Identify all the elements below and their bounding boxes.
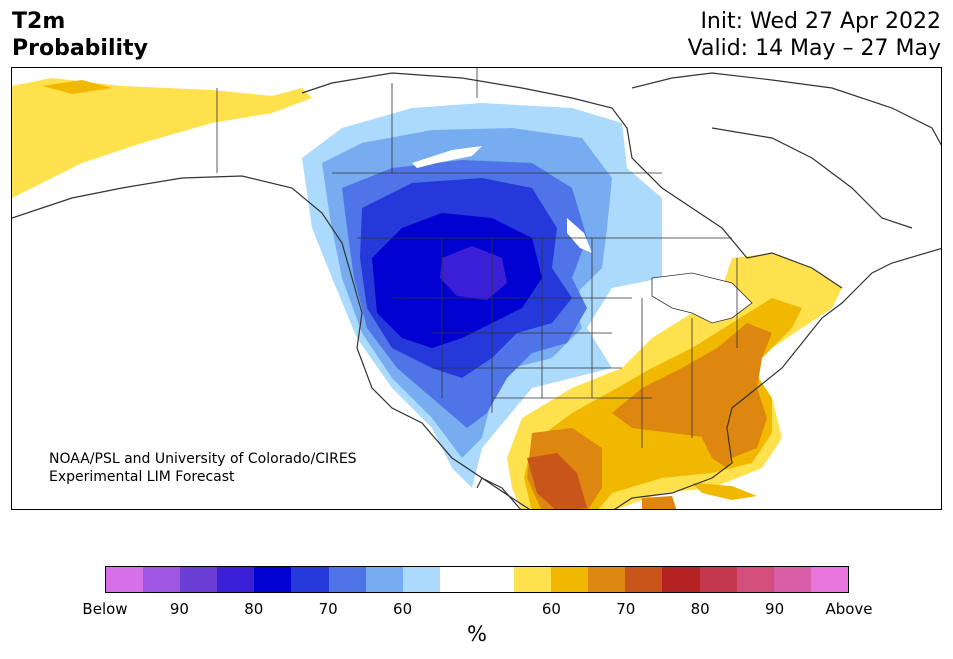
colorbar-tick-label: Above — [825, 600, 873, 618]
colorbar-tick-label: 70 — [318, 600, 338, 618]
title-line-1: T2m — [12, 9, 66, 34]
probability-colorbar — [105, 566, 849, 593]
colorbar-swatch — [254, 567, 292, 592]
cold-90 — [440, 246, 507, 300]
probability-map — [12, 68, 941, 509]
colorbar-tick-label: Below — [82, 600, 128, 618]
hudson-lake — [412, 146, 482, 168]
colorbar-tick-label: 90 — [765, 600, 785, 618]
colorbar-swatch — [476, 567, 515, 592]
colorbar-tick-label: 70 — [616, 600, 636, 618]
forecast-dates: Init: Wed 27 Apr 2022 Valid: 14 May – 27… — [688, 8, 941, 62]
colorbar-tick-label: 60 — [393, 600, 413, 618]
great-lakes — [651, 272, 753, 324]
credit-line-2: Experimental LIM Forecast — [49, 469, 235, 485]
colorbar-swatch — [180, 567, 218, 592]
colorbar-swatch — [143, 567, 181, 592]
init-date: Init: Wed 27 Apr 2022 — [700, 9, 941, 34]
colorbar-swatch — [439, 567, 477, 592]
colorbar-swatch — [106, 567, 144, 592]
alaska-warm-core — [42, 80, 112, 94]
colorbar-swatch — [514, 567, 552, 592]
colorbar-swatch — [365, 567, 403, 592]
map-title: T2m Probability — [12, 8, 148, 62]
coastlines — [12, 72, 941, 509]
colorbar-swatch — [773, 567, 811, 592]
colorbar-swatch — [402, 567, 440, 592]
map-panel — [11, 67, 942, 510]
valid-range: Valid: 14 May – 27 May — [687, 36, 941, 61]
florida-warm — [702, 418, 737, 468]
cuba-warm — [692, 483, 757, 500]
colorbar-swatch — [551, 567, 589, 592]
colorbar-swatch — [328, 567, 366, 592]
title-line-2: Probability — [12, 36, 148, 61]
colorbar-swatch — [291, 567, 329, 592]
colorbar-tick-label: 90 — [169, 600, 189, 618]
alaska-warm-region — [12, 78, 312, 198]
colorbar-swatch — [736, 567, 774, 592]
lake-winnipeg — [567, 218, 592, 253]
borders — [216, 68, 738, 448]
mexico-warm — [642, 496, 677, 509]
warm-texas-core — [527, 453, 587, 509]
colorbar-tick-label: 80 — [690, 600, 710, 618]
colorbar-swatch — [810, 567, 848, 592]
colorbar-tick-label: 60 — [541, 600, 561, 618]
colorbar-unit: % — [467, 622, 487, 646]
credit-line-1: NOAA/PSL and University of Colorado/CIRE… — [49, 451, 357, 467]
colorbar-swatch — [625, 567, 663, 592]
colorbar-swatch — [588, 567, 626, 592]
colorbar-swatch — [217, 567, 255, 592]
colorbar-swatch — [662, 567, 700, 592]
colorbar-tick-label: 80 — [244, 600, 264, 618]
data-source-credit: NOAA/PSL and University of Colorado/CIRE… — [49, 450, 357, 486]
colorbar-swatch — [699, 567, 737, 592]
